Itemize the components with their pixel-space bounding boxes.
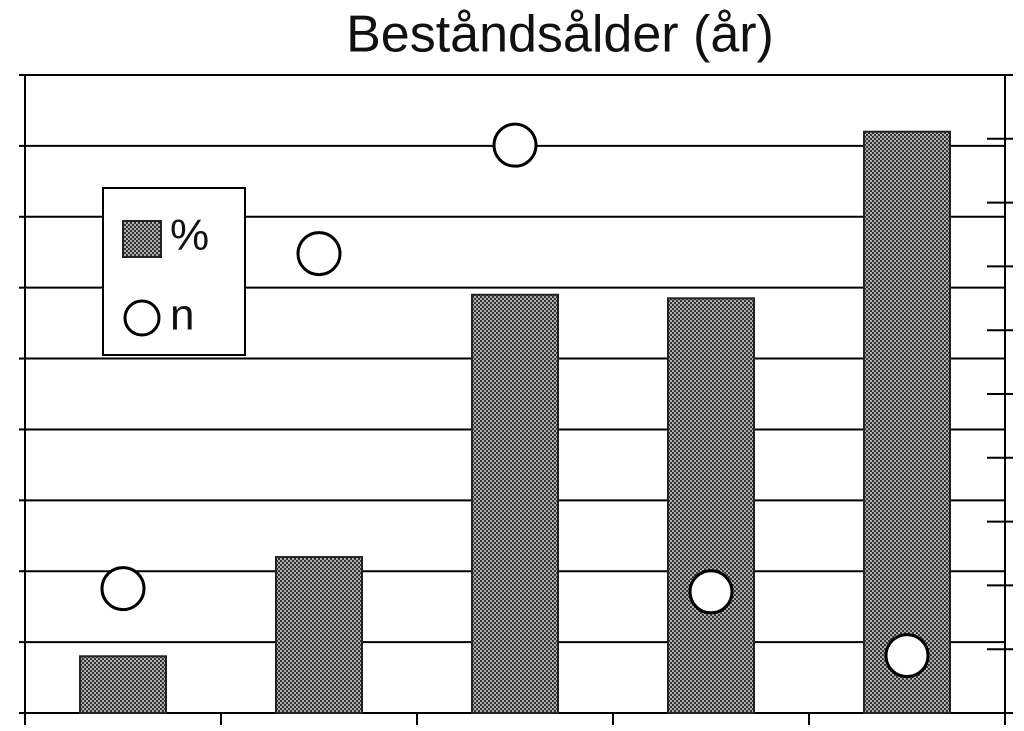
bar [79,655,167,714]
point [884,633,930,679]
bar [275,556,363,714]
legend-swatch [122,220,162,258]
point [296,231,342,277]
point [100,566,146,612]
point [492,122,538,168]
legend-label: n [170,291,194,340]
bar [667,297,755,714]
bar [471,293,559,714]
point [688,569,734,615]
legend-label: % [170,211,209,260]
chart-title: Beståndsålder (år) [346,6,774,64]
legend: %n [102,187,246,356]
legend-swatch [123,299,161,337]
bar [863,130,951,714]
